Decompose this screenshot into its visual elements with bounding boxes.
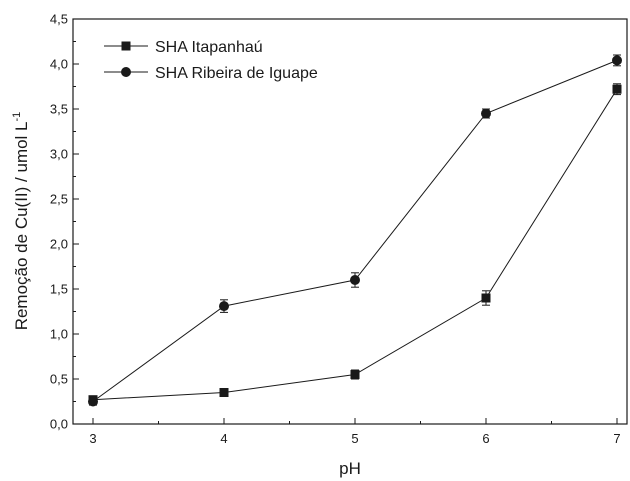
x-axis-label: pH (339, 459, 361, 478)
y-tick-label: 0,0 (50, 417, 68, 432)
y-tick-label: 1,5 (50, 282, 68, 297)
y-tick-label: 3,5 (50, 102, 68, 117)
series-layer (88, 54, 622, 407)
legend-label-series-2: SHA Ribeira de Iguape (155, 65, 318, 82)
y-tick-label: 0,5 (50, 372, 68, 387)
data-point-circle (219, 301, 229, 312)
data-point-circle (350, 275, 360, 285)
legend: SHA Itapanhaú SHA Ribeira de Iguape (104, 39, 318, 82)
series-line-2 (92, 59, 618, 402)
y-tick-label: 4,5 (50, 12, 68, 27)
y-tick-label: 2,0 (50, 237, 68, 252)
legend-label-series-1: SHA Itapanhaú (155, 39, 263, 56)
y-tick-label: 2,5 (50, 192, 68, 207)
y-tick-label: 3,0 (50, 147, 68, 162)
y-tick-label: 1,0 (50, 327, 68, 342)
data-point-circle (612, 55, 622, 66)
data-point-circle (481, 108, 491, 119)
x-tick-label: 5 (351, 431, 358, 446)
x-tick-label: 6 (482, 431, 489, 446)
data-point-circle (88, 396, 98, 407)
series-line-1 (92, 88, 618, 401)
x-tick-label: 3 (89, 431, 96, 446)
y-axis-ticks: 0,0 0,5 1,0 1,5 2,0 2,5 3,0 3,5 4,0 4,5 (50, 12, 79, 432)
legend-marker-square (121, 41, 131, 51)
x-tick-label: 4 (220, 431, 227, 446)
legend-marker-circle (121, 67, 131, 77)
y-tick-label: 4,0 (50, 57, 68, 72)
data-point-square (481, 293, 491, 303)
data-point-square (612, 84, 622, 94)
data-point-square (219, 388, 229, 397)
data-point-square (350, 370, 360, 379)
x-axis-ticks: 3 4 5 6 7 (89, 418, 621, 446)
x-tick-label: 7 (613, 431, 620, 446)
y-axis-label: Remoção de Cu(II) / umol L-1 (11, 112, 31, 331)
